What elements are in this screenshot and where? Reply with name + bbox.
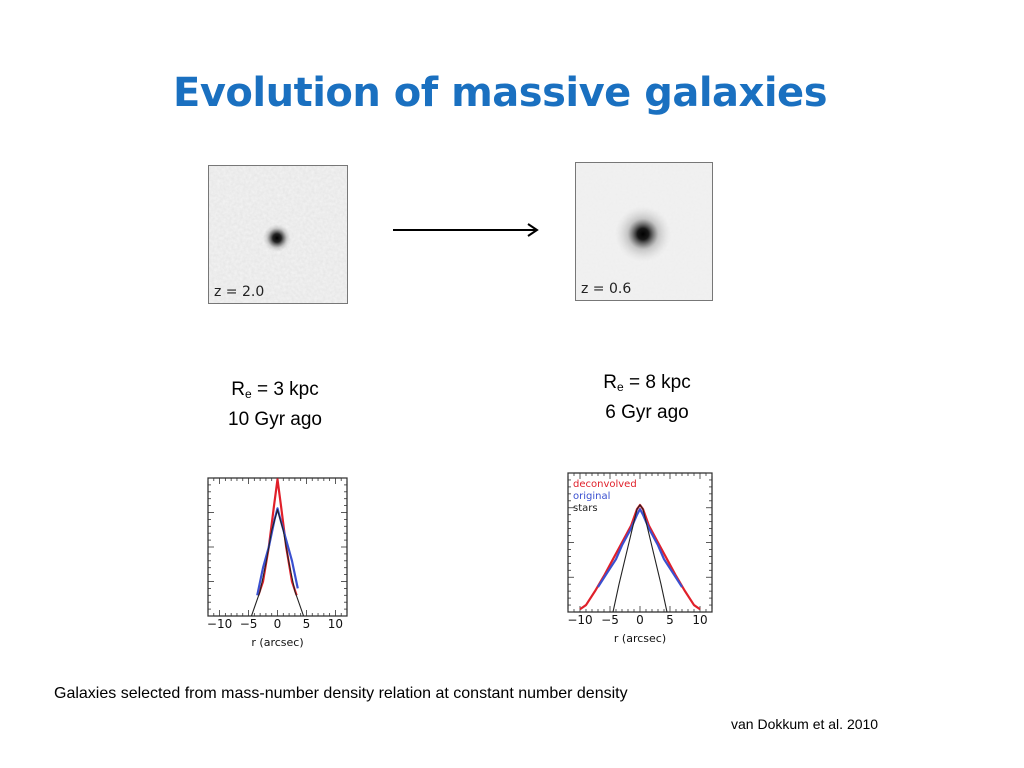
citation: van Dokkum et al. 2010 xyxy=(731,716,879,732)
x-tick-label: −10 xyxy=(207,617,232,631)
slide-title: Evolution of massive galaxies xyxy=(173,70,828,116)
galaxy-z2-noise xyxy=(209,166,347,303)
legend-entry: original xyxy=(573,491,610,502)
legend-entry: deconvolved xyxy=(573,479,637,490)
series-line-deconvolved xyxy=(579,503,701,611)
x-tick-label: −5 xyxy=(601,613,619,627)
x-tick-label: 5 xyxy=(303,617,311,631)
redshift-label: z = 2.0 xyxy=(214,284,265,300)
effective-radius: Re = 3 kpc xyxy=(231,379,319,401)
series-line xyxy=(256,507,299,596)
plot-frame xyxy=(207,477,348,617)
profile-plot-z2: −10 −5 0 5 10 r (arcsec) xyxy=(207,477,348,649)
galaxy-image-z06: z = 0.6 xyxy=(575,162,713,301)
x-axis-label: r (arcsec) xyxy=(614,632,666,645)
x-tick-label: 10 xyxy=(328,617,343,631)
x-axis-label: r (arcsec) xyxy=(251,636,303,649)
x-tick-label: 10 xyxy=(692,613,707,627)
galaxy-image-z2: z = 2.0 xyxy=(208,165,348,304)
evolution-arrow xyxy=(393,223,539,237)
series-line xyxy=(257,478,298,596)
x-tick-label: −10 xyxy=(567,613,592,627)
galaxy-z06-noise xyxy=(576,163,712,300)
x-tick-label: 0 xyxy=(636,613,644,627)
x-tick-label: 0 xyxy=(274,617,282,631)
profile-plot-z06: −10 −5 0 5 10 r (arcsec) deconvolvedoriginalst… xyxy=(567,472,713,645)
x-tick-label: −5 xyxy=(240,617,258,631)
galaxy-caption-z2: Re = 3 kpc 10 Gyr ago xyxy=(200,377,350,432)
lookback-time: 6 Gyr ago xyxy=(605,402,689,423)
legend-entry: stars xyxy=(573,503,598,514)
selection-footnote: Galaxies selected from mass-number densi… xyxy=(54,685,628,702)
series-line xyxy=(250,509,305,617)
lookback-time: 10 Gyr ago xyxy=(228,409,322,430)
x-tick-label: 5 xyxy=(666,613,674,627)
galaxy-caption-z06: Re = 8 kpc 6 Gyr ago xyxy=(572,370,722,425)
effective-radius: Re = 8 kpc xyxy=(603,372,691,394)
redshift-label: z = 0.6 xyxy=(581,281,632,297)
series-line-stars xyxy=(612,504,668,613)
series-line-original xyxy=(597,508,683,588)
